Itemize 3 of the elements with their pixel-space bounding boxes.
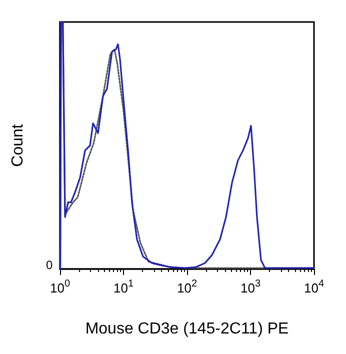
x-axis-title: Mouse CD3e (145-2C11) PE [85,320,289,338]
text: 0 [46,258,53,272]
y-axis-title: Count [10,124,26,167]
